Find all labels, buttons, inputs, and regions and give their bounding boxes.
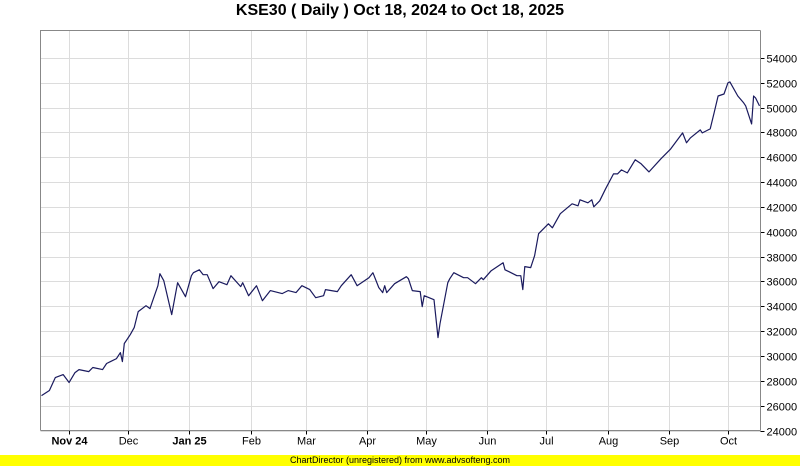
price-line [41, 81, 761, 397]
x-tick-label: Oct [720, 436, 737, 448]
x-tick-label: Mar [297, 436, 316, 448]
watermark-footer: ChartDirector (unregistered) from www.ad… [0, 455, 800, 466]
x-tick-label: Nov 24 [51, 436, 88, 448]
y-tick-label: 24000 [767, 427, 798, 439]
x-tick-label: Jun [479, 436, 497, 448]
y-tick-label: 36000 [767, 277, 798, 289]
plot-border [40, 30, 761, 431]
y-tick-label: 42000 [767, 203, 798, 215]
y-tick-label: 54000 [767, 54, 798, 66]
y-tick-label: 34000 [767, 302, 798, 314]
x-tick-label: May [416, 436, 437, 448]
x-tick-label: Dec [119, 436, 139, 448]
plot-area [40, 30, 761, 431]
chart-title: KSE30 ( Daily ) Oct 18, 2024 to Oct 18, … [235, 2, 565, 19]
y-tick-label: 50000 [767, 104, 798, 116]
x-tick-label: Jan 25 [172, 436, 206, 448]
line-chart: 24000 26000 28000 30000 32000 34000 36000 38000… [40, 30, 798, 448]
y-tick-label: 52000 [767, 79, 798, 91]
y-tick-label: 30000 [767, 352, 798, 364]
y-tick-label: 32000 [767, 327, 798, 339]
x-tick-label: Aug [599, 436, 619, 448]
y-tick-label: 26000 [767, 402, 798, 414]
y-tick-label: 48000 [767, 128, 798, 140]
y-tick-label: 46000 [767, 153, 798, 165]
y-tick-label: 28000 [767, 377, 798, 389]
y-tick-label: 38000 [767, 253, 798, 265]
y-tick-label: 44000 [767, 178, 798, 190]
x-tick-label: Apr [359, 436, 376, 448]
x-tick-label: Feb [242, 436, 261, 448]
x-tick-label: Jul [539, 436, 553, 448]
x-tick-label: Sep [660, 436, 680, 448]
y-tick-label: 40000 [767, 228, 798, 240]
